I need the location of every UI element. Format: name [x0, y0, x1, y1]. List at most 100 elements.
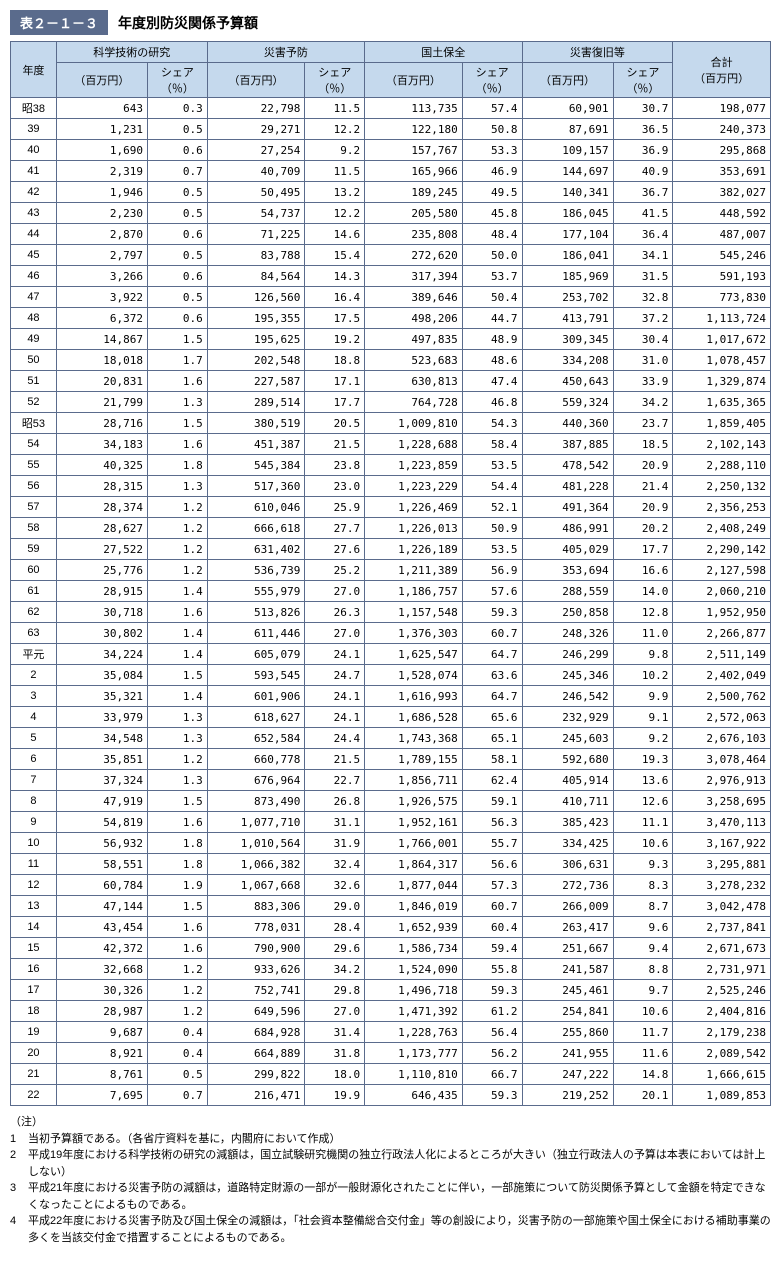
cell-amount: 247,222	[522, 1064, 613, 1085]
cell-share: 1.6	[147, 371, 207, 392]
cell-share: 28.4	[305, 917, 365, 938]
cell-year: 51	[11, 371, 57, 392]
cell-year: 7	[11, 770, 57, 791]
cell-year: 57	[11, 497, 57, 518]
cell-share: 23.7	[613, 413, 673, 434]
cell-share: 64.7	[462, 644, 522, 665]
cell-amount: 611,446	[207, 623, 305, 644]
cell-share: 50.8	[462, 119, 522, 140]
cell-share: 29.0	[305, 896, 365, 917]
cell-amount: 405,914	[522, 770, 613, 791]
cell-year: 22	[11, 1085, 57, 1106]
cell-amount: 610,046	[207, 497, 305, 518]
cell-amount: 28,716	[56, 413, 147, 434]
cell-share: 33.9	[613, 371, 673, 392]
cell-amount: 21,799	[56, 392, 147, 413]
note-text: 当初予算額である。（各省庁資料を基に，内閣府において作成）	[28, 1131, 771, 1148]
cell-amount: 643	[56, 98, 147, 119]
cell-total: 2,266,877	[673, 623, 771, 644]
cell-amount: 56,932	[56, 833, 147, 854]
cell-amount: 22,798	[207, 98, 305, 119]
cell-amount: 1,223,229	[365, 476, 463, 497]
sub-amount: （百万円）	[365, 63, 463, 98]
cell-year: 54	[11, 434, 57, 455]
cell-total: 1,017,672	[673, 329, 771, 350]
col-year: 年度	[11, 42, 57, 98]
cell-amount: 219,252	[522, 1085, 613, 1106]
cell-share: 14.0	[613, 581, 673, 602]
cell-share: 21.5	[305, 749, 365, 770]
cell-share: 60.7	[462, 623, 522, 644]
cell-share: 1.7	[147, 350, 207, 371]
cell-amount: 186,041	[522, 245, 613, 266]
cell-share: 9.8	[613, 644, 673, 665]
cell-share: 62.4	[462, 770, 522, 791]
cell-share: 56.3	[462, 812, 522, 833]
cell-share: 0.5	[147, 1064, 207, 1085]
cell-total: 2,102,143	[673, 434, 771, 455]
cell-amount: 186,045	[522, 203, 613, 224]
cell-year: 3	[11, 686, 57, 707]
cell-amount: 1,376,303	[365, 623, 463, 644]
cell-share: 24.1	[305, 686, 365, 707]
table-row: 208,9210.4664,88931.81,173,77756.2241,95…	[11, 1043, 771, 1064]
note-item: 1当初予算額である。（各省庁資料を基に，内閣府において作成）	[10, 1131, 771, 1148]
cell-share: 13.6	[613, 770, 673, 791]
cell-year: 昭53	[11, 413, 57, 434]
cell-share: 1.2	[147, 1001, 207, 1022]
note-text: 平成22年度における災害予防及び国土保全の減額は，「社会資本整備総合交付金」等の…	[28, 1213, 771, 1246]
sub-share: シェア （％）	[613, 63, 673, 98]
cell-year: 50	[11, 350, 57, 371]
cell-amount: 513,826	[207, 602, 305, 623]
cell-year: 49	[11, 329, 57, 350]
cell-total: 1,666,615	[673, 1064, 771, 1085]
cell-amount: 28,627	[56, 518, 147, 539]
cell-amount: 60,901	[522, 98, 613, 119]
cell-total: 773,830	[673, 287, 771, 308]
cell-share: 16.6	[613, 560, 673, 581]
cell-share: 1.2	[147, 560, 207, 581]
cell-year: 21	[11, 1064, 57, 1085]
cell-amount: 251,667	[522, 938, 613, 959]
cell-share: 48.4	[462, 224, 522, 245]
title-tag: 表２－１－３	[10, 10, 108, 35]
table-row: 5434,1831.6451,38721.51,228,68858.4387,8…	[11, 434, 771, 455]
cell-total: 3,295,881	[673, 854, 771, 875]
cell-year: 46	[11, 266, 57, 287]
cell-amount: 1,226,189	[365, 539, 463, 560]
cell-amount: 1,496,718	[365, 980, 463, 1001]
cell-share: 23.0	[305, 476, 365, 497]
cell-amount: 1,228,688	[365, 434, 463, 455]
cell-share: 26.8	[305, 791, 365, 812]
cell-amount: 272,620	[365, 245, 463, 266]
cell-amount: 2,319	[56, 161, 147, 182]
cell-amount: 1,946	[56, 182, 147, 203]
cell-share: 14.8	[613, 1064, 673, 1085]
cell-total: 2,060,210	[673, 581, 771, 602]
cell-amount: 440,360	[522, 413, 613, 434]
cell-share: 25.2	[305, 560, 365, 581]
cell-amount: 47,919	[56, 791, 147, 812]
title-text: 年度別防災関係予算額	[118, 13, 258, 33]
cell-share: 0.6	[147, 140, 207, 161]
sub-amount: （百万円）	[522, 63, 613, 98]
cell-amount: 1,067,668	[207, 875, 305, 896]
cell-year: 62	[11, 602, 57, 623]
cell-amount: 189,245	[365, 182, 463, 203]
cell-share: 29.6	[305, 938, 365, 959]
cell-share: 1.5	[147, 329, 207, 350]
cell-share: 27.0	[305, 623, 365, 644]
table-row: 1056,9321.81,010,56431.91,766,00155.7334…	[11, 833, 771, 854]
cell-year: 16	[11, 959, 57, 980]
cell-share: 20.5	[305, 413, 365, 434]
cell-share: 50.0	[462, 245, 522, 266]
cell-amount: 664,889	[207, 1043, 305, 1064]
cell-share: 0.5	[147, 245, 207, 266]
cell-amount: 34,548	[56, 728, 147, 749]
cell-total: 1,329,874	[673, 371, 771, 392]
cell-amount: 54,819	[56, 812, 147, 833]
cell-amount: 1,652,939	[365, 917, 463, 938]
cell-amount: 7,695	[56, 1085, 147, 1106]
budget-table: 年度 科学技術の研究 災害予防 国土保全 災害復旧等 合計 （百万円） （百万円…	[10, 41, 771, 1106]
notes: （注） 1当初予算額である。（各省庁資料を基に，内閣府において作成）2平成19年…	[10, 1114, 771, 1246]
